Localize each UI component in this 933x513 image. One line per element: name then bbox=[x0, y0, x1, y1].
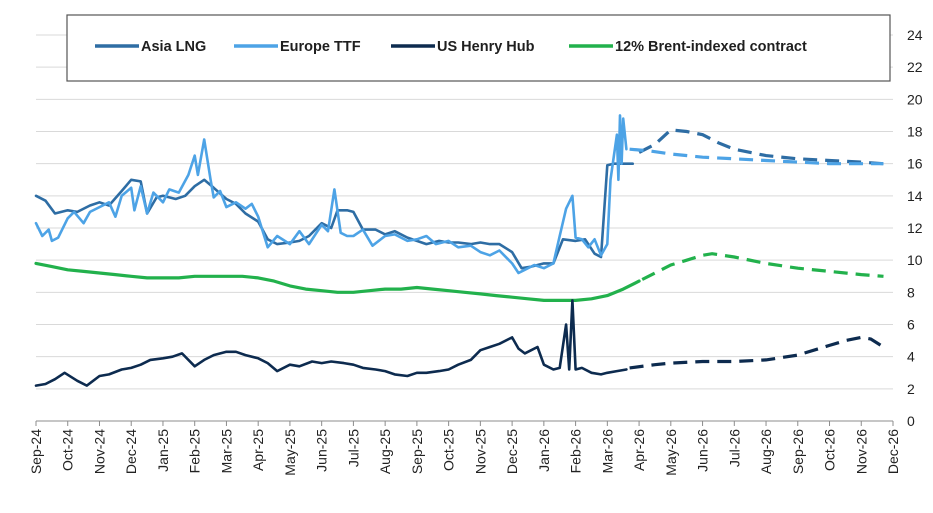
x-tick-label: Jun-26 bbox=[695, 429, 711, 472]
y-tick-label: 4 bbox=[907, 349, 915, 365]
gridlines bbox=[36, 34, 893, 390]
legend-label-asia-lng: Asia LNG bbox=[141, 39, 206, 55]
x-tick-label: Nov-24 bbox=[91, 429, 107, 474]
y-tick-label: 20 bbox=[907, 91, 923, 107]
x-tick-label: Sep-24 bbox=[28, 429, 44, 474]
x-tick-label: Sep-26 bbox=[790, 429, 806, 474]
x-tick-label: Jan-25 bbox=[155, 429, 171, 472]
x-tick-label: Apr-26 bbox=[631, 429, 647, 471]
series-line-asia-lng-historical bbox=[34, 162, 634, 270]
x-tick-label: Feb-25 bbox=[187, 429, 203, 474]
legend-box bbox=[66, 14, 891, 82]
x-tick-label: May-26 bbox=[663, 429, 679, 476]
x-tick-label: Nov-26 bbox=[853, 429, 869, 474]
x-tick-label: Mar-26 bbox=[599, 429, 615, 474]
x-tick-label: Dec-26 bbox=[885, 429, 901, 474]
x-tick-label: Oct-26 bbox=[822, 429, 838, 471]
y-tick-label: 16 bbox=[907, 156, 923, 172]
x-tick-label: Jul-26 bbox=[726, 429, 742, 467]
series-line-12-brent-indexed-contract-historical bbox=[34, 261, 641, 302]
y-tick-label: 24 bbox=[907, 27, 923, 43]
x-tick-label: Dec-24 bbox=[123, 429, 139, 474]
y-tick-label: 8 bbox=[907, 284, 915, 300]
series-line-asia-lng-forecast bbox=[638, 128, 884, 166]
x-tick-label: Aug-25 bbox=[377, 429, 393, 474]
series-lines bbox=[34, 114, 885, 387]
x-tick-label: Apr-25 bbox=[250, 429, 266, 471]
x-tick-label: Mar-25 bbox=[218, 429, 234, 474]
y-tick-label: 6 bbox=[907, 317, 915, 333]
series-europe-ttf bbox=[34, 114, 884, 275]
legend-label-12-brent-indexed-contract: 12% Brent-indexed contract bbox=[615, 39, 807, 55]
series-12-brent-indexed-contract bbox=[34, 252, 884, 302]
x-tick-label: Jun-25 bbox=[314, 429, 330, 472]
y-tick-label: 10 bbox=[907, 252, 923, 268]
x-tick-label: Oct-24 bbox=[60, 429, 76, 471]
y-tick-label: 0 bbox=[907, 413, 915, 429]
series-line-us-henry-hub-historical bbox=[34, 299, 628, 387]
x-tick-label: Dec-25 bbox=[504, 429, 520, 474]
x-tick-label: Sep-25 bbox=[409, 429, 425, 474]
y-tick-label: 2 bbox=[907, 381, 915, 397]
legend-label-us-henry-hub: US Henry Hub bbox=[437, 39, 535, 55]
y-tick-label: 14 bbox=[907, 188, 923, 204]
legend-label-europe-ttf: Europe TTF bbox=[280, 39, 361, 55]
series-line-europe-ttf-forecast bbox=[629, 147, 884, 166]
x-tick-label: Jul-25 bbox=[345, 429, 361, 467]
x-tick-label: Aug-26 bbox=[758, 429, 774, 474]
x-tick-label: Feb-26 bbox=[568, 429, 584, 474]
series-line-europe-ttf-historical bbox=[34, 114, 628, 275]
x-tick-label: Oct-25 bbox=[441, 429, 457, 471]
y-tick-label: 18 bbox=[907, 124, 923, 140]
legend: Asia LNG Europe TTF US Henry Hub 12% Brent-… bbox=[66, 14, 891, 82]
series-us-henry-hub bbox=[34, 299, 885, 387]
y-tick-label: 22 bbox=[907, 59, 923, 75]
y-tick-label: 12 bbox=[907, 220, 923, 236]
x-tick-label: Nov-25 bbox=[472, 429, 488, 474]
x-tick-label: Jan-26 bbox=[536, 429, 552, 472]
x-tick-label: May-25 bbox=[282, 429, 298, 476]
series-line-12-brent-indexed-contract-forecast bbox=[641, 252, 884, 281]
series-line-us-henry-hub-forecast bbox=[629, 335, 885, 370]
